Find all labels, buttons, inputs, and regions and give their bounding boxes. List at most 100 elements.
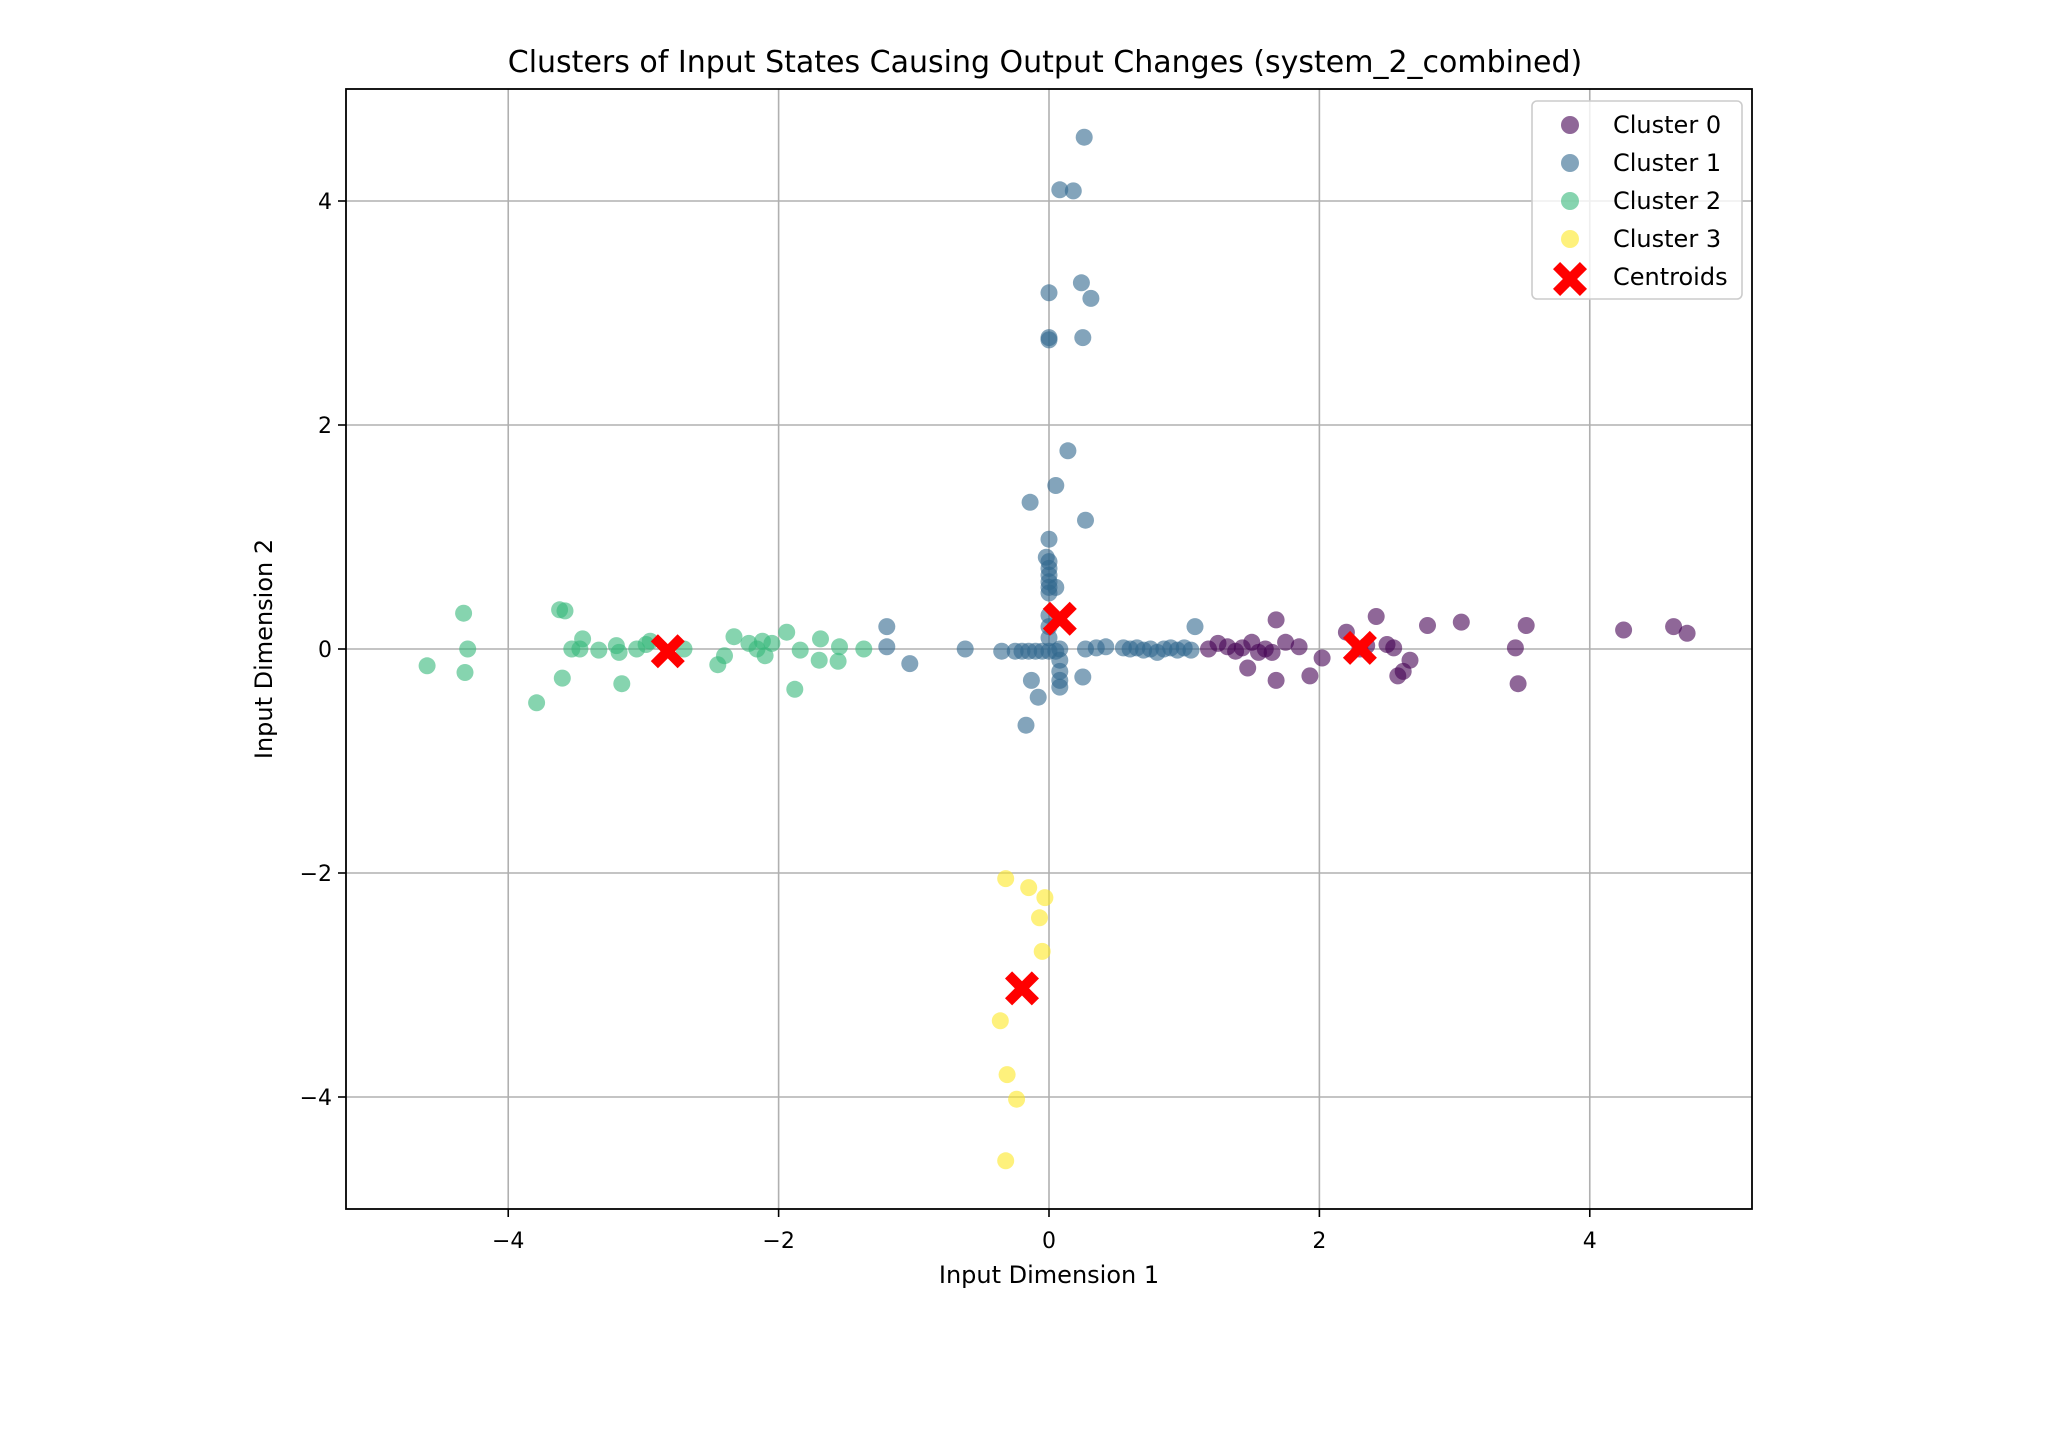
cluster-2-point: [829, 652, 847, 670]
y-tick-label: 0: [318, 638, 332, 663]
cluster-3-point: [991, 1012, 1009, 1030]
cluster-1-point: [1059, 442, 1077, 460]
cluster-2-point: [459, 640, 477, 658]
cluster-0-point: [1401, 651, 1419, 669]
cluster-1-point: [901, 655, 919, 673]
cluster-1-point: [1017, 716, 1035, 734]
y-tick-label: −4: [300, 1086, 332, 1111]
cluster-1-point: [1074, 329, 1092, 347]
legend-entry: Cluster 2: [1561, 187, 1721, 215]
cluster-1-point: [1072, 274, 1090, 292]
grid: [346, 89, 1752, 1209]
cluster-1-point: [1064, 182, 1082, 200]
y-axis-label: Input Dimension 2: [250, 539, 278, 759]
legend-box: [1531, 100, 1743, 300]
legend-label: Cluster 1: [1613, 149, 1721, 177]
cluster-1-point: [956, 640, 974, 658]
legend-entry: Centroids: [1553, 262, 1728, 296]
y-tick-label: 2: [318, 414, 332, 439]
cluster-3-point: [1008, 1090, 1026, 1108]
data-points: [418, 128, 1696, 1170]
legend-marker: [1561, 230, 1579, 248]
cluster-0-point: [1313, 649, 1331, 667]
legend-entry: Cluster 0: [1561, 111, 1721, 139]
centroid-marker: [650, 634, 685, 669]
cluster-2-point: [553, 669, 571, 687]
cluster-1-point: [878, 618, 896, 636]
cluster-1-point: [1075, 128, 1093, 146]
legend-marker: [1561, 116, 1579, 134]
legend-marker: [1553, 262, 1587, 296]
cluster-2-point: [455, 604, 473, 622]
chart-title: Clusters of Input States Causing Output …: [508, 45, 1582, 80]
cluster-0-point: [1367, 608, 1385, 625]
cluster-2-point: [610, 643, 628, 661]
cluster-1-point: [1051, 181, 1069, 199]
legend-label: Cluster 0: [1613, 111, 1721, 139]
cluster-2-point: [574, 630, 592, 648]
cluster-1-point: [1074, 668, 1092, 686]
cluster-2-point: [528, 694, 546, 712]
legend-entry: Cluster 3: [1561, 225, 1721, 253]
cluster-0-point: [1517, 617, 1535, 634]
cluster-1-point: [1040, 530, 1058, 548]
cluster-2-point: [641, 632, 659, 650]
x-tick-label: −2: [762, 1229, 794, 1254]
cluster-2-point: [613, 675, 631, 693]
cluster-1-point: [1082, 289, 1100, 307]
cluster-1-point: [1040, 284, 1058, 302]
cluster-1-point: [1051, 678, 1069, 696]
cluster-1-point: [1040, 331, 1058, 349]
cluster-1-point: [1047, 477, 1065, 494]
cluster-0-point: [1290, 638, 1308, 656]
cluster-3-point: [1036, 889, 1054, 907]
cluster-0-point: [1665, 618, 1683, 636]
cluster-0-point: [1301, 667, 1319, 685]
cluster-0-point: [1419, 617, 1436, 634]
cluster-2-point: [763, 634, 781, 652]
legend: Cluster 0 Cluster 1 Cluster 2 Cluster 3 Cent…: [1531, 100, 1743, 300]
centroid-marker: [1342, 630, 1377, 665]
cluster-2-point: [810, 651, 828, 669]
cluster-0-point: [1615, 621, 1633, 639]
y-tick-label: −2: [300, 862, 332, 887]
cluster-1-point: [1182, 641, 1200, 659]
x-axis-label: Input Dimension 1: [939, 1261, 1159, 1289]
cluster-1-point: [1077, 511, 1094, 529]
cluster-0-point: [1277, 633, 1295, 651]
x-tick-label: 0: [1042, 1229, 1056, 1254]
legend-entry: Cluster 1: [1561, 149, 1721, 177]
cluster-2-point: [786, 680, 804, 698]
cluster-2-point: [725, 628, 743, 646]
cluster-0-point: [1509, 675, 1527, 693]
cluster-1-point: [1040, 629, 1058, 647]
cluster-2-point: [456, 664, 474, 681]
legend-marker: [1561, 192, 1579, 210]
legend-label: Cluster 2: [1613, 187, 1721, 215]
centroid-markers: [650, 601, 1377, 1006]
cluster-0-point: [1267, 671, 1285, 689]
cluster-2-point: [812, 630, 829, 648]
cluster-1-point: [1022, 671, 1040, 689]
cluster-2-point: [418, 657, 436, 675]
cluster-1-point: [993, 642, 1011, 660]
cluster-2-point: [791, 641, 809, 659]
cluster-0-point: [1267, 611, 1285, 629]
cluster-2-point: [716, 647, 733, 665]
x-tick-label: 2: [1312, 1229, 1326, 1254]
centroid-marker: [1005, 971, 1039, 1006]
cluster-3-point: [1033, 942, 1051, 960]
cluster-2-point: [778, 623, 796, 641]
cluster-0-point: [1506, 639, 1524, 657]
x-tick-label: −4: [492, 1229, 524, 1254]
cluster-0-point: [1263, 643, 1281, 661]
cluster-1-point: [1029, 688, 1047, 706]
legend-label: Centroids: [1613, 263, 1728, 291]
cluster-0-point: [1385, 639, 1403, 657]
y-tick-label: 4: [318, 190, 332, 215]
cluster-0-point: [1678, 624, 1696, 642]
cluster-2-point: [855, 640, 873, 658]
cluster-2-point: [831, 638, 848, 656]
cluster-1-point: [1021, 493, 1039, 511]
